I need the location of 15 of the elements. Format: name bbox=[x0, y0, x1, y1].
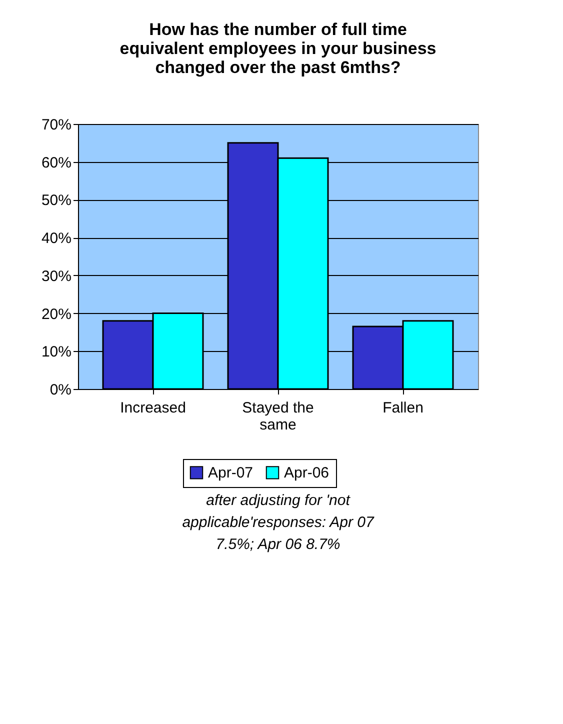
legend-label: Apr-06 bbox=[284, 464, 330, 482]
x-tick-label: Stayed the same bbox=[242, 400, 314, 434]
chart-title: How has the number of full time equivalent employees in your business changed over the past 6mths? bbox=[120, 20, 436, 77]
y-tick-label: 60% bbox=[41, 154, 72, 172]
legend-label: Apr-07 bbox=[208, 464, 254, 482]
x-tick-label: Increased bbox=[120, 400, 186, 416]
y-tick-label: 50% bbox=[41, 192, 72, 210]
y-tick-label: 70% bbox=[41, 116, 72, 134]
text: after adjusting for 'not applicable'responses: Apr 07 7.5%; Apr 06 8.7% bbox=[182, 492, 374, 553]
y-tick-label: 40% bbox=[41, 230, 72, 248]
y-tick-label: 0% bbox=[50, 382, 72, 398]
y-tick-label: 10% bbox=[41, 344, 72, 361]
x-tick-label: Fallen bbox=[382, 400, 424, 416]
y-tick-label: 30% bbox=[41, 268, 72, 285]
y-tick-label: 20% bbox=[41, 306, 72, 323]
